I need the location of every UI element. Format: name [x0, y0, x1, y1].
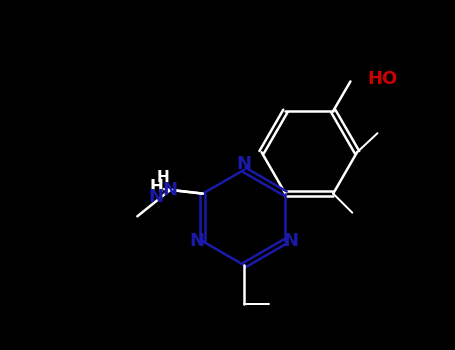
Text: H: H [149, 178, 163, 196]
Text: N: N [190, 232, 205, 250]
Text: N: N [148, 188, 163, 206]
Text: N: N [162, 181, 177, 199]
Text: HO: HO [368, 70, 398, 88]
Text: H: H [157, 170, 170, 185]
Text: N: N [283, 232, 298, 250]
Text: N: N [237, 155, 252, 173]
